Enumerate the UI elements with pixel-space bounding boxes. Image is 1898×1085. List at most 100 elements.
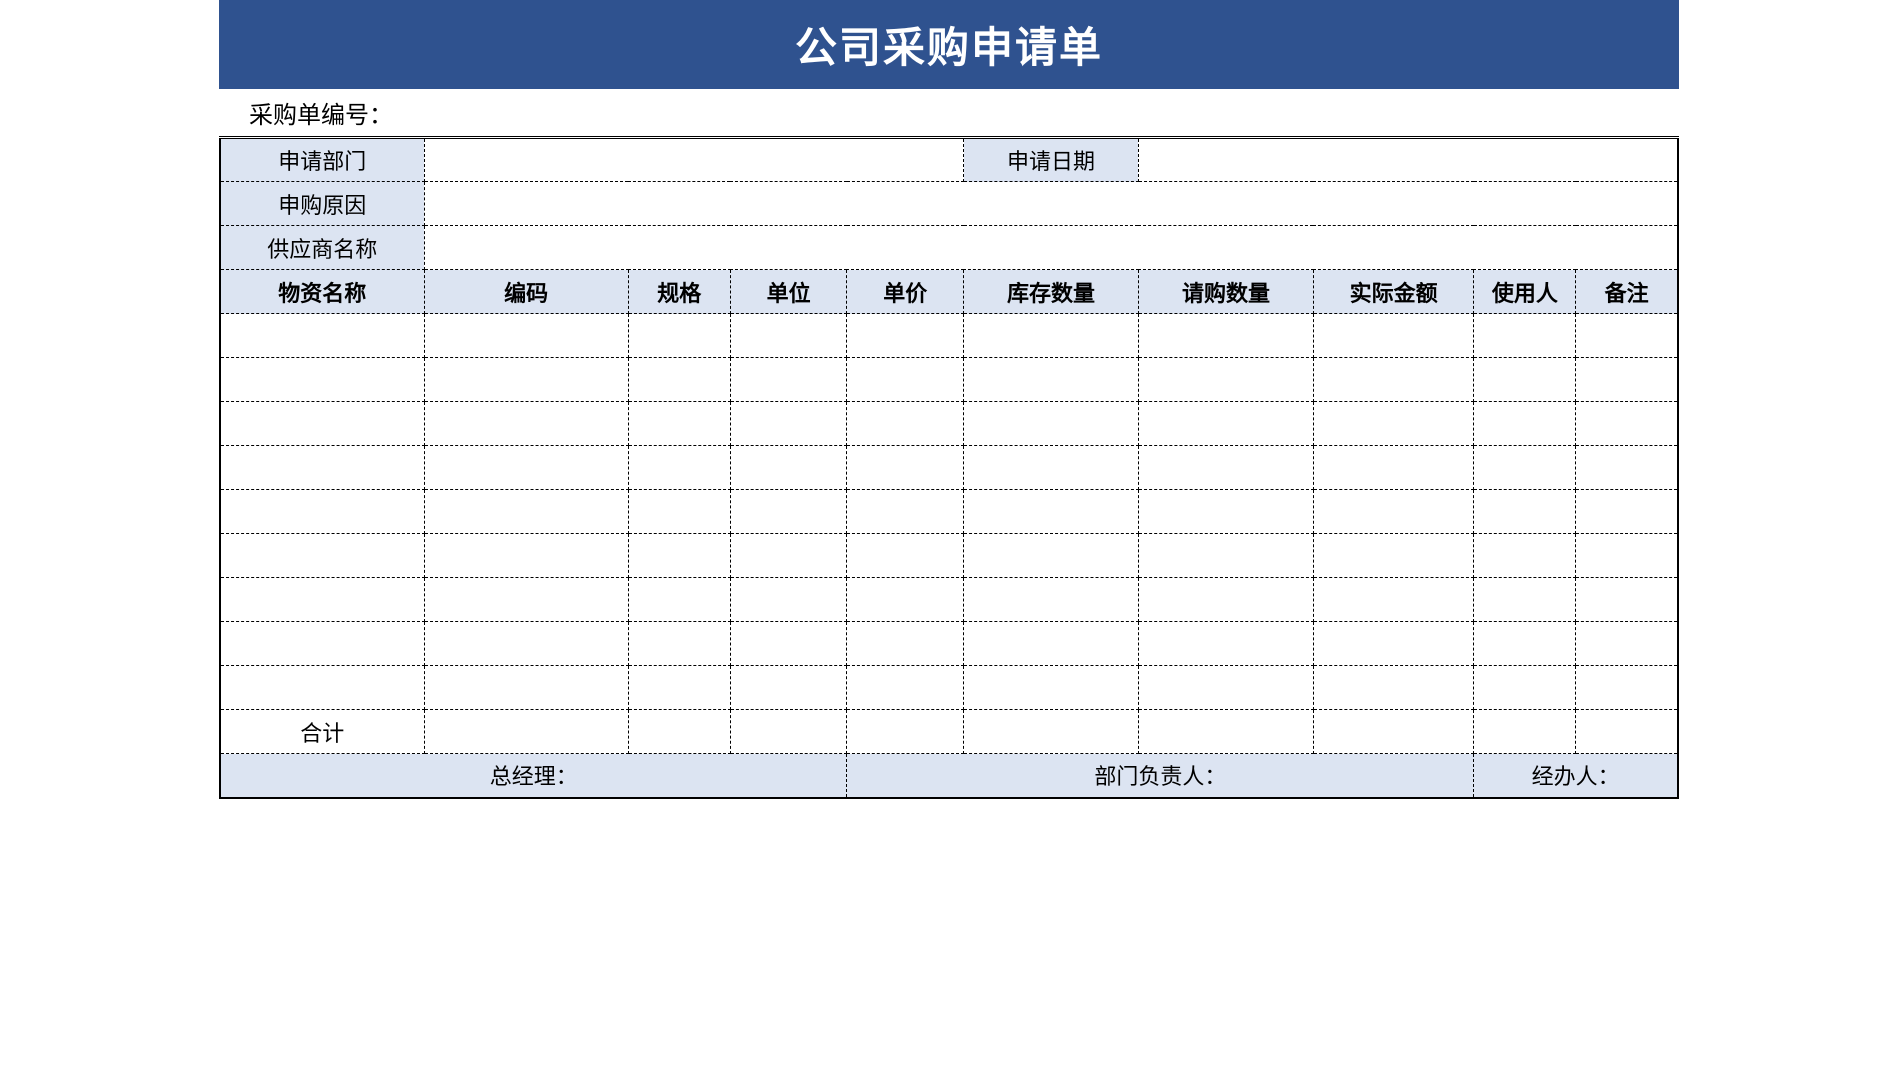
cell-remark[interactable] <box>1576 446 1678 490</box>
cell-amount[interactable] <box>1313 534 1473 578</box>
cell-unit[interactable] <box>730 622 847 666</box>
cell-spec[interactable] <box>628 314 730 358</box>
cell-amount[interactable] <box>1313 402 1473 446</box>
cell-price[interactable] <box>847 402 964 446</box>
cell-amount[interactable] <box>1313 578 1473 622</box>
cell-spec[interactable] <box>628 358 730 402</box>
cell-stock[interactable] <box>964 314 1139 358</box>
cell-stock[interactable] <box>964 402 1139 446</box>
cell-unit[interactable] <box>730 314 847 358</box>
cell-amount[interactable] <box>1313 446 1473 490</box>
cell-unit[interactable] <box>730 578 847 622</box>
cell-code[interactable] <box>424 314 628 358</box>
cell-user[interactable] <box>1474 402 1576 446</box>
cell-code[interactable] <box>424 534 628 578</box>
cell-spec[interactable] <box>628 446 730 490</box>
cell-code[interactable] <box>424 490 628 534</box>
footer-dept-head[interactable]: 部门负责人： <box>847 754 1474 798</box>
cell-user[interactable] <box>1474 534 1576 578</box>
value-dept[interactable] <box>424 138 963 182</box>
cell-user[interactable] <box>1474 490 1576 534</box>
cell-name[interactable] <box>220 446 424 490</box>
table-row <box>220 666 1678 710</box>
cell-remark[interactable] <box>1576 314 1678 358</box>
col-reqqty: 请购数量 <box>1138 270 1313 314</box>
cell-stock[interactable] <box>964 578 1139 622</box>
cell-reqqty[interactable] <box>1138 358 1313 402</box>
cell-name[interactable] <box>220 402 424 446</box>
cell-name[interactable] <box>220 578 424 622</box>
cell-unit[interactable] <box>730 666 847 710</box>
cell-user[interactable] <box>1474 314 1576 358</box>
cell-amount[interactable] <box>1313 666 1473 710</box>
cell-reqqty[interactable] <box>1138 490 1313 534</box>
cell-amount[interactable] <box>1313 358 1473 402</box>
cell-remark[interactable] <box>1576 622 1678 666</box>
cell-code[interactable] <box>424 446 628 490</box>
cell-price[interactable] <box>847 446 964 490</box>
cell-price[interactable] <box>847 578 964 622</box>
cell-reqqty[interactable] <box>1138 314 1313 358</box>
cell-reqqty[interactable] <box>1138 578 1313 622</box>
cell-price[interactable] <box>847 534 964 578</box>
cell-name[interactable] <box>220 622 424 666</box>
cell-user[interactable] <box>1474 358 1576 402</box>
cell-stock[interactable] <box>964 666 1139 710</box>
cell-remark[interactable] <box>1576 358 1678 402</box>
cell-name[interactable] <box>220 314 424 358</box>
cell-price[interactable] <box>847 314 964 358</box>
table-row <box>220 534 1678 578</box>
cell-remark[interactable] <box>1576 490 1678 534</box>
cell-user[interactable] <box>1474 666 1576 710</box>
cell-name[interactable] <box>220 358 424 402</box>
cell-spec[interactable] <box>628 666 730 710</box>
cell-reqqty[interactable] <box>1138 534 1313 578</box>
cell-spec[interactable] <box>628 534 730 578</box>
value-supplier[interactable] <box>424 226 1678 270</box>
cell-price[interactable] <box>847 622 964 666</box>
cell-reqqty[interactable] <box>1138 622 1313 666</box>
cell-name[interactable] <box>220 534 424 578</box>
cell-stock[interactable] <box>964 622 1139 666</box>
value-date[interactable] <box>1138 138 1678 182</box>
cell-code[interactable] <box>424 622 628 666</box>
cell-name[interactable] <box>220 666 424 710</box>
cell-user[interactable] <box>1474 446 1576 490</box>
cell-unit[interactable] <box>730 358 847 402</box>
cell-amount[interactable] <box>1313 622 1473 666</box>
cell-unit[interactable] <box>730 402 847 446</box>
cell-spec[interactable] <box>628 402 730 446</box>
cell-unit[interactable] <box>730 534 847 578</box>
cell-stock[interactable] <box>964 534 1139 578</box>
cell-reqqty[interactable] <box>1138 666 1313 710</box>
cell-user[interactable] <box>1474 622 1576 666</box>
cell-spec[interactable] <box>628 490 730 534</box>
cell-code[interactable] <box>424 358 628 402</box>
cell-remark[interactable] <box>1576 534 1678 578</box>
cell-remark[interactable] <box>1576 666 1678 710</box>
cell-code[interactable] <box>424 666 628 710</box>
cell-unit[interactable] <box>730 446 847 490</box>
cell-user[interactable] <box>1474 578 1576 622</box>
cell-price[interactable] <box>847 358 964 402</box>
cell-code[interactable] <box>424 578 628 622</box>
value-reason[interactable] <box>424 182 1678 226</box>
cell-stock[interactable] <box>964 358 1139 402</box>
cell-reqqty[interactable] <box>1138 402 1313 446</box>
cell-amount[interactable] <box>1313 314 1473 358</box>
cell-price[interactable] <box>847 666 964 710</box>
cell-name[interactable] <box>220 490 424 534</box>
cell-reqqty[interactable] <box>1138 446 1313 490</box>
cell-price[interactable] <box>847 490 964 534</box>
cell-spec[interactable] <box>628 578 730 622</box>
cell-remark[interactable] <box>1576 578 1678 622</box>
footer-handler[interactable]: 经办人： <box>1474 754 1678 798</box>
cell-remark[interactable] <box>1576 402 1678 446</box>
cell-stock[interactable] <box>964 446 1139 490</box>
footer-gm[interactable]: 总经理： <box>220 754 847 798</box>
cell-amount[interactable] <box>1313 490 1473 534</box>
cell-spec[interactable] <box>628 622 730 666</box>
cell-stock[interactable] <box>964 490 1139 534</box>
cell-unit[interactable] <box>730 490 847 534</box>
cell-code[interactable] <box>424 402 628 446</box>
